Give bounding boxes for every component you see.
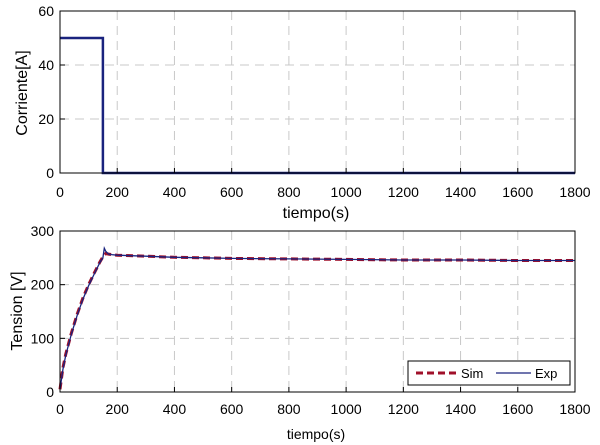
voltage-y-ticks: 0 100 200 300 bbox=[31, 223, 65, 400]
voltage-x-tick-label: 1800 bbox=[559, 401, 590, 417]
current-x-tick-label: 1600 bbox=[502, 184, 533, 200]
current-x-tick-label: 1400 bbox=[445, 184, 476, 200]
voltage-x-tick-label: 600 bbox=[220, 401, 244, 417]
voltage-axes-frame bbox=[59, 230, 576, 393]
current-x-tick-label: 400 bbox=[163, 184, 187, 200]
legend-sim-label: Sim bbox=[461, 366, 483, 381]
current-x-tick-label: 1800 bbox=[559, 184, 590, 200]
current-y-axis-title: Corriente[A] bbox=[14, 50, 31, 135]
voltage-x-tick-label: 800 bbox=[277, 401, 301, 417]
voltage-y-tick-label: 300 bbox=[31, 223, 55, 239]
current-y-ticks: 0 20 40 60 bbox=[38, 3, 65, 181]
voltage-x-axis-title: tiempo(s) bbox=[287, 426, 345, 442]
current-x-ticks: 0 200 400 600 800 1000 1200 1400 1600 1800 bbox=[56, 168, 591, 200]
voltage-x-tick-label: 1400 bbox=[445, 401, 476, 417]
voltage-x-tick-label: 1600 bbox=[502, 401, 533, 417]
voltage-y-tick-label: 100 bbox=[31, 330, 55, 346]
current-x-tick-label: 1200 bbox=[388, 184, 419, 200]
current-x-tick-label: 600 bbox=[220, 184, 244, 200]
voltage-grid bbox=[60, 231, 575, 392]
voltage-chart: 0 200 400 600 800 1000 1200 1400 1600 1800 0 100 20… bbox=[9, 223, 591, 442]
current-y-tick-label: 40 bbox=[38, 57, 54, 73]
current-x-tick-label: 0 bbox=[56, 184, 64, 200]
voltage-x-tick-label: 0 bbox=[56, 401, 64, 417]
current-y-tick-label: 60 bbox=[38, 3, 54, 19]
voltage-y-tick-label: 200 bbox=[31, 277, 55, 293]
voltage-x-tick-label: 1000 bbox=[331, 401, 362, 417]
current-y-tick-label: 0 bbox=[46, 165, 54, 181]
current-x-tick-label: 200 bbox=[106, 184, 130, 200]
current-plot-area bbox=[59, 10, 576, 175]
legend-exp-label: Exp bbox=[535, 366, 557, 381]
voltage-x-ticks: 0 200 400 600 800 1000 1200 1400 1600 1800 bbox=[56, 387, 591, 417]
voltage-x-tick-label: 1200 bbox=[388, 401, 419, 417]
voltage-plot-area bbox=[58, 230, 576, 393]
voltage-legend: Sim Exp bbox=[407, 360, 571, 386]
voltage-x-tick-label: 200 bbox=[106, 401, 130, 417]
current-axes-frame bbox=[59, 10, 576, 174]
voltage-x-tick-label: 400 bbox=[163, 401, 187, 417]
current-x-tick-label: 1000 bbox=[331, 184, 362, 200]
legend-box bbox=[407, 360, 571, 386]
current-y-tick-label: 20 bbox=[38, 111, 54, 127]
voltage-y-tick-label: 0 bbox=[46, 384, 54, 400]
current-x-tick-label: 800 bbox=[277, 184, 301, 200]
voltage-y-axis-title: Tension [V] bbox=[9, 271, 26, 350]
current-x-axis-title: tiempo(s) bbox=[283, 205, 350, 222]
current-grid bbox=[60, 11, 575, 173]
voltage-series-exp-line bbox=[59, 245, 575, 390]
